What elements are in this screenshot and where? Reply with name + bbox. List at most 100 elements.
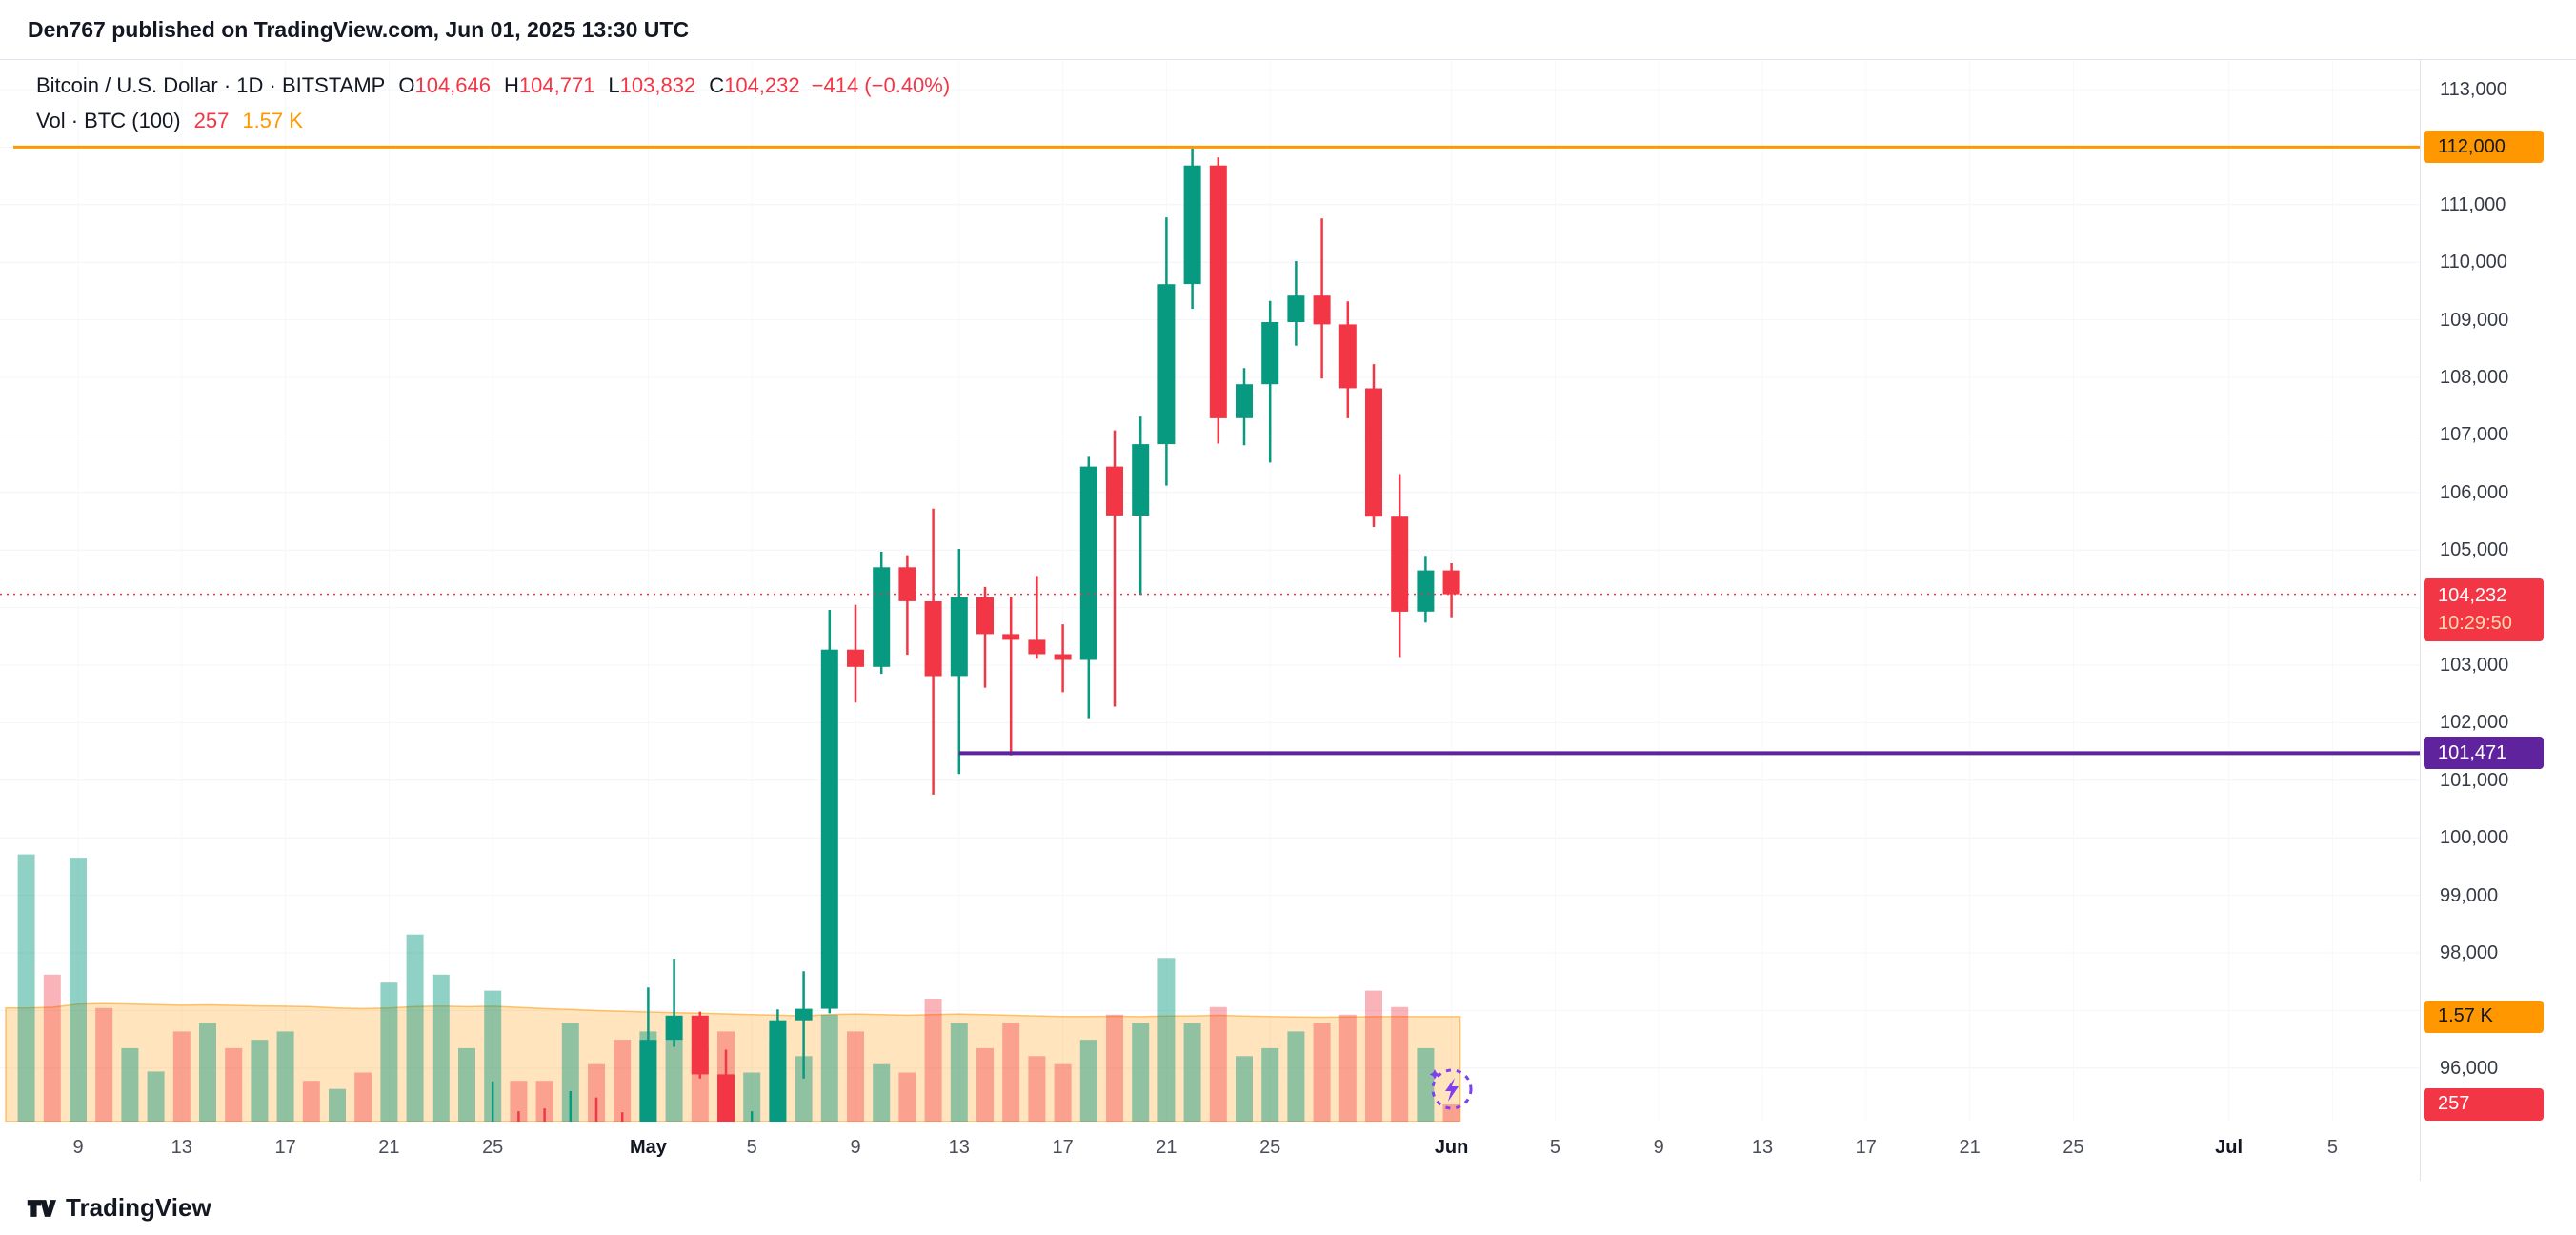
ai-sparkle-icon[interactable] — [1426, 1063, 1476, 1113]
time-tick-label: Jun — [1434, 1137, 1469, 1158]
last-price-badge: 104,232 10:29:50 — [2424, 577, 2544, 641]
chart-canvas[interactable] — [0, 60, 2420, 1122]
volume-bar — [1132, 1023, 1150, 1122]
volume-bar — [1209, 1006, 1227, 1122]
publish-header: Den767 published on TradingView.com, Jun… — [0, 0, 2576, 59]
time-tick-label: 17 — [1052, 1137, 1074, 1158]
volume-bar — [276, 1031, 294, 1122]
volume-bar — [225, 1047, 243, 1122]
time-tick-label: 13 — [948, 1137, 970, 1158]
volume-bar — [535, 1081, 553, 1122]
last-volume-badge: 257 — [2424, 1087, 2544, 1121]
volume-bar — [251, 1040, 269, 1122]
volume-bar — [795, 1056, 813, 1122]
symbol-title[interactable]: Bitcoin / U.S. Dollar · 1D · BITSTAMP — [36, 72, 386, 97]
support-price-badge: 101,471 — [2424, 737, 2544, 770]
candle-body — [924, 601, 942, 677]
volume-bar — [354, 1072, 372, 1122]
time-tick-label: Jul — [2215, 1137, 2244, 1158]
volume-bar — [561, 1023, 579, 1122]
volume-bar — [458, 1047, 475, 1122]
time-tick-label: 21 — [1156, 1137, 1177, 1158]
volume-bar — [1028, 1056, 1046, 1122]
candle-body — [1338, 324, 1357, 389]
volume-bar — [976, 1047, 994, 1122]
volume-bar — [302, 1081, 320, 1122]
candle-body — [976, 597, 994, 635]
price-axis[interactable]: 113,000 111,000 110,000 109,000 108,000 107,0… — [2420, 60, 2576, 1181]
price-tick-label: 111,000 — [2440, 193, 2506, 215]
volume-bar — [95, 1007, 113, 1122]
volume-ma-badge: 1.57 K — [2424, 1000, 2544, 1033]
time-tick-label: 25 — [1259, 1137, 1281, 1158]
candle-body — [1132, 444, 1150, 516]
candle-body — [950, 597, 968, 677]
volume-bar — [588, 1063, 605, 1122]
sparkle-star-icon — [1429, 1069, 1440, 1080]
time-tick-label: 5 — [746, 1137, 757, 1158]
volume-series — [17, 854, 1460, 1122]
candle-body — [1079, 466, 1097, 660]
change-value: −414 (−0.40%) — [811, 72, 951, 97]
volume-ma-value: 1.57 K — [242, 108, 303, 132]
price-tick-label: 103,000 — [2440, 655, 2509, 676]
candle-body — [639, 1040, 657, 1122]
plot-layer — [5, 148, 1461, 1122]
close-value: C104,232 — [709, 72, 800, 97]
price-tick-label: 108,000 — [2440, 367, 2509, 388]
candle-body — [1236, 384, 1253, 418]
candle-body — [820, 649, 838, 1009]
volume-indicator-title[interactable]: Vol · BTC (100) — [36, 108, 181, 132]
volume-bar — [172, 1031, 191, 1122]
tradingview-wordmark[interactable]: TradingView — [66, 1193, 211, 1222]
candles-series — [491, 148, 1460, 1122]
open-value: O104,646 — [398, 72, 491, 97]
time-tick-label: 13 — [171, 1137, 192, 1158]
volume-bar — [1183, 1023, 1201, 1122]
volume-bar — [1157, 958, 1176, 1122]
time-tick-label: 9 — [850, 1137, 861, 1158]
last-price-value: 104,232 — [2438, 584, 2507, 606]
price-tick-label: 102,000 — [2440, 712, 2509, 734]
time-tick-label: 25 — [2063, 1137, 2084, 1158]
price-tick-label: 107,000 — [2440, 424, 2509, 446]
volume-bar — [1313, 1023, 1331, 1122]
volume-bar — [1106, 1014, 1123, 1122]
candle-body — [769, 1020, 787, 1122]
time-tick-label: 21 — [378, 1137, 400, 1158]
time-tick-label: 5 — [2326, 1137, 2338, 1158]
dashed-circle — [1431, 1068, 1473, 1110]
legend: Bitcoin / U.S. Dollar · 1D · BITSTAMP O1… — [36, 68, 950, 138]
price-tick-label: 105,000 — [2440, 539, 2509, 561]
candle-body — [1002, 634, 1020, 640]
price-tick-label: 98,000 — [2440, 942, 2499, 963]
tradingview-logo-icon[interactable] — [26, 1195, 56, 1222]
volume-bar — [43, 974, 61, 1122]
bar-countdown: 10:29:50 — [2438, 612, 2512, 634]
high-value: H104,771 — [504, 72, 595, 97]
volume-bar — [1236, 1056, 1253, 1122]
time-tick-label: 17 — [274, 1137, 296, 1158]
chart-pane: Bitcoin / U.S. Dollar · 1D · BITSTAMP O1… — [0, 59, 2576, 1182]
price-tick-label: 106,000 — [2440, 481, 2509, 503]
lightning-bolt-icon — [1445, 1078, 1459, 1102]
volume-bar — [1365, 990, 1382, 1122]
candle-body — [1054, 654, 1072, 660]
volume-bar — [121, 1047, 139, 1122]
volume-bar — [898, 1072, 916, 1122]
volume-bar — [743, 1072, 761, 1122]
volume-bar — [147, 1071, 165, 1122]
candle-body — [1183, 165, 1201, 285]
volume-bar — [1002, 1023, 1020, 1122]
price-tick-label: 101,000 — [2440, 769, 2509, 791]
volume-bar — [1338, 1014, 1357, 1122]
candle-body — [665, 1015, 683, 1041]
time-tick-label: 5 — [1549, 1137, 1560, 1158]
price-tick-label: 113,000 — [2440, 79, 2507, 100]
low-value: L103,832 — [608, 72, 696, 97]
volume-last-value: 257 — [193, 108, 230, 132]
volume-bar — [1054, 1063, 1072, 1122]
candle-body — [1365, 388, 1382, 517]
time-axis[interactable]: 9 13 17 21 25 May 5 9 13 17 21 25 Jun 5 9 13 17 21 25 Jul 5 — [0, 1122, 2420, 1181]
candle-body — [1313, 295, 1331, 325]
